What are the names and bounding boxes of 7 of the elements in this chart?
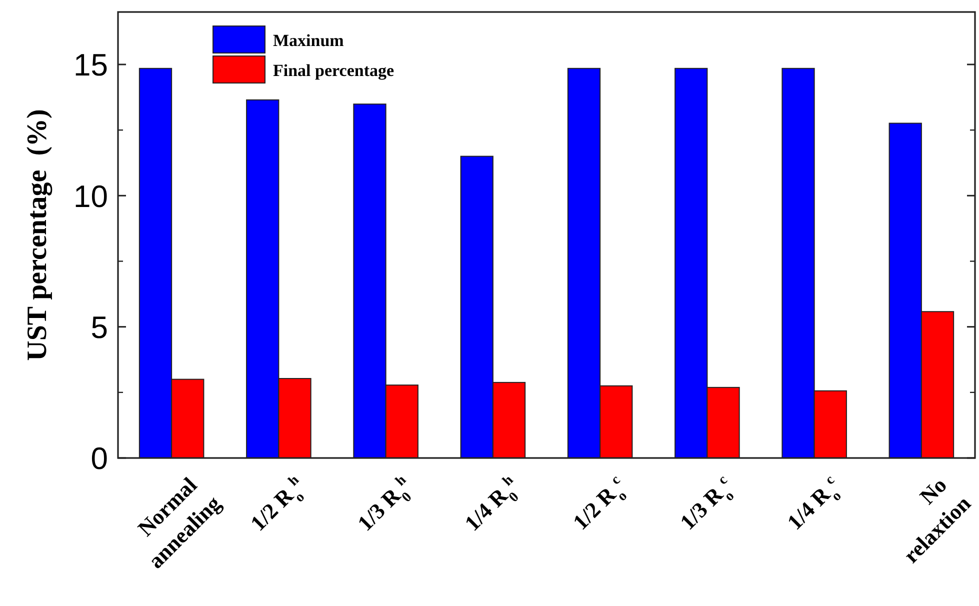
y-axis-title: UST percentage (%): [22, 109, 53, 361]
legend-label: Final percentage: [273, 60, 394, 80]
y-tick-label: 10: [74, 178, 108, 214]
y-tick-label: 15: [74, 48, 108, 83]
y-tick-label: 5: [90, 310, 108, 345]
y-tick-label: 0: [90, 441, 108, 476]
legend-label: Maxinum: [273, 30, 344, 50]
